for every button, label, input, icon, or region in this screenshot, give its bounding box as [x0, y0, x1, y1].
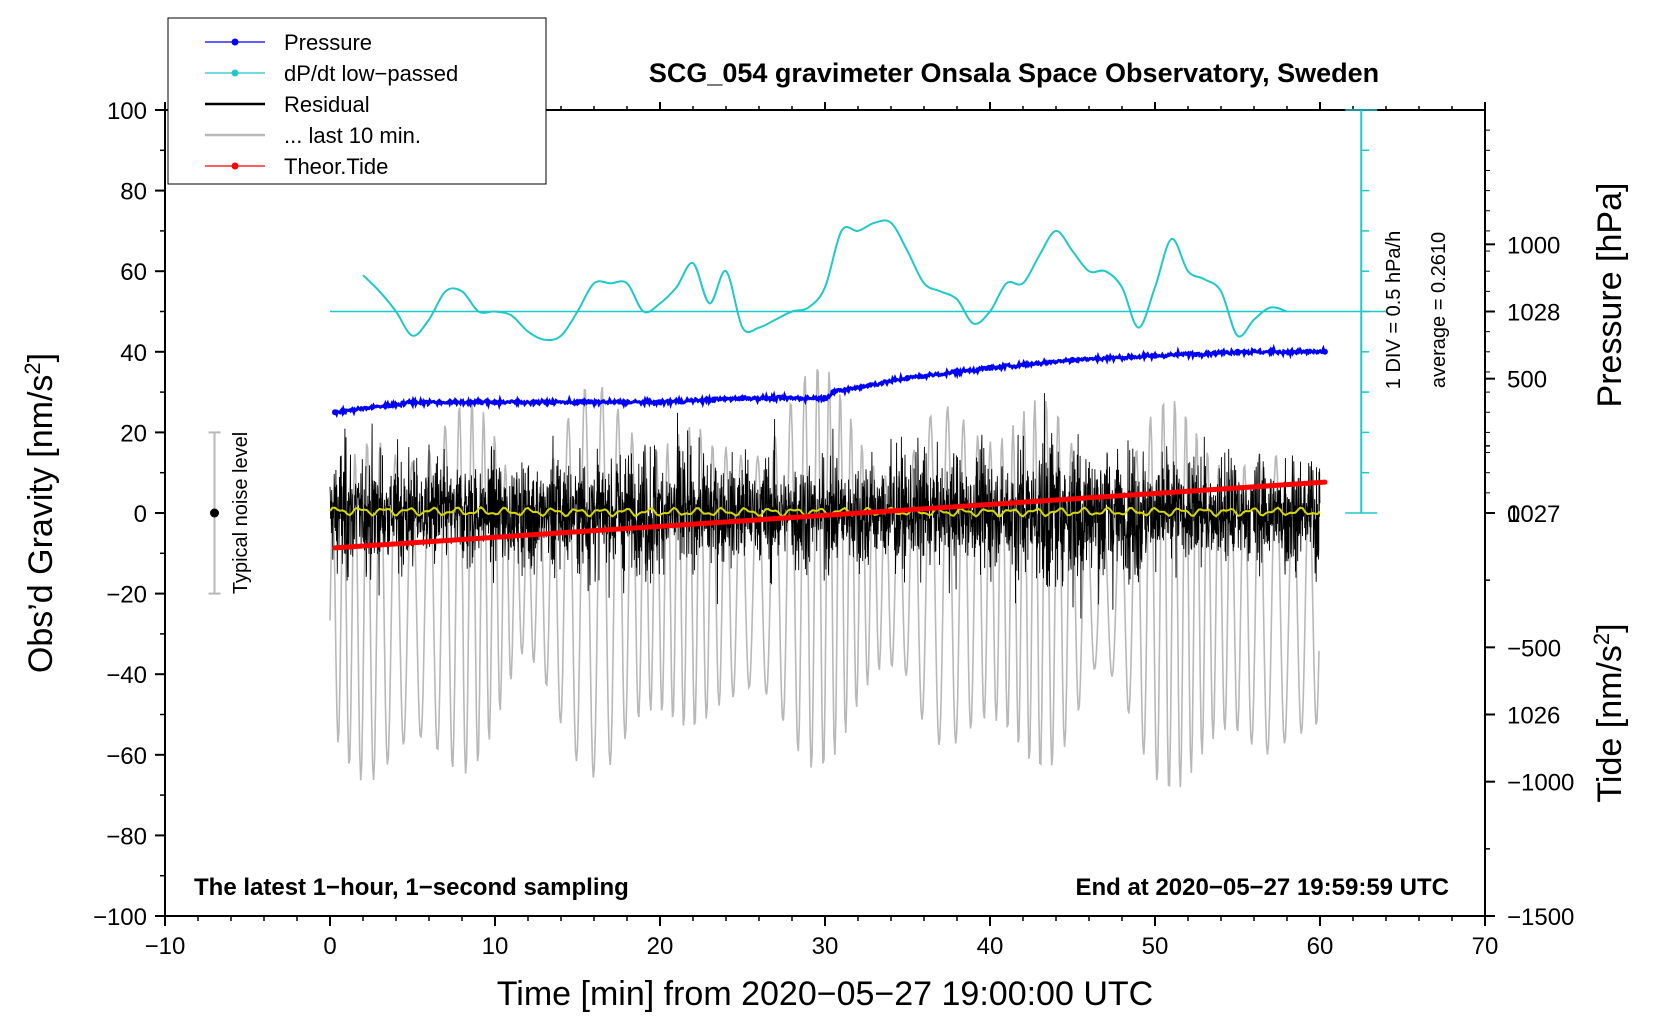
residual-line	[329, 393, 1321, 619]
tide-tick-label: 500	[1507, 367, 1547, 394]
legend-box	[167, 17, 547, 185]
residual-running-mean	[329, 506, 1321, 518]
legend-marker-dpdt	[231, 69, 239, 77]
x-tick-label: 20	[647, 933, 674, 960]
y-tick-label: 20	[120, 420, 147, 447]
y-tick-label: 0	[134, 501, 147, 528]
pressure-tick-label: 1027	[1507, 501, 1560, 528]
noise-indicator	[208, 431, 221, 595]
pressure-point	[332, 409, 338, 416]
annotation-right: End at 2020−05−27 19:59:59 UTC	[1075, 874, 1449, 901]
x-tick-label: −10	[145, 933, 186, 960]
legend-label-pressure: Pressure	[284, 30, 372, 55]
x-tick-label: 10	[482, 933, 509, 960]
x-tick-label: 30	[812, 933, 839, 960]
legend: Pressure dP/dt low−passed Residual ... last…	[167, 17, 547, 185]
residual-series	[329, 393, 1321, 619]
y-tick-label: −20	[106, 582, 147, 609]
pressure-tick-label: 1028	[1507, 300, 1560, 327]
tide-tick-label: 1000	[1507, 232, 1560, 259]
axes: −10 0 10 20 30 40 50 60 70100806040200−20−40−60−…	[93, 98, 1574, 960]
theor-tide-series	[332, 479, 1328, 551]
y-tick-label: −60	[106, 743, 147, 770]
pressure-point	[1234, 348, 1241, 355]
tide-tick-label: −1500	[1507, 904, 1574, 931]
y-tick-label: −100	[93, 904, 147, 931]
pressure-point	[1321, 348, 1328, 355]
pressure-point	[657, 399, 663, 406]
tide-tick-label: −500	[1507, 635, 1561, 662]
x-axis-label: Time [min] from 2020−05−27 19:00:00 UTC	[497, 975, 1153, 1013]
tide-tick-label: −1000	[1507, 770, 1574, 797]
y-tick-label: 80	[120, 179, 147, 206]
last-10-min-line	[329, 369, 1320, 788]
legend-label-residual: Residual	[284, 92, 370, 117]
last-10-min-series	[329, 369, 1320, 788]
x-tick-label: 40	[977, 933, 1004, 960]
noise-label: Typical noise level	[230, 432, 252, 594]
average-label: average = 0.2610	[1428, 232, 1450, 388]
div-label: 1 DIV = 0.5 hPa/h	[1383, 231, 1405, 389]
pressure-point	[822, 395, 828, 402]
pressure-series	[332, 343, 1328, 419]
y-axis-label-pressure: Pressure [hPa]	[1591, 183, 1629, 408]
pressure-point	[987, 364, 993, 371]
pressure-point	[830, 389, 837, 396]
y-tick-label: −80	[106, 823, 147, 850]
x-tick-label: 0	[323, 933, 336, 960]
x-tick-label: 50	[1142, 933, 1169, 960]
y-axis-label-left: Obs’d Gravity [nm/s2]	[20, 353, 61, 673]
y-tick-label: −40	[106, 662, 147, 689]
x-tick-label: 60	[1307, 933, 1334, 960]
dpdt-scale-bar	[1345, 109, 1378, 514]
legend-marker-tide	[231, 162, 239, 170]
legend-label-last10: ... last 10 min.	[284, 123, 421, 148]
running-mean-line	[329, 506, 1321, 518]
legend-marker-pressure	[231, 38, 239, 46]
pressure-point	[739, 395, 746, 402]
pressure-line	[333, 343, 1326, 419]
y-axis-label-tide: Tide [nm/s2]	[1589, 623, 1630, 802]
dpdt-line	[362, 219, 1288, 342]
pressure-point	[492, 399, 498, 406]
legend-label-dpdt: dP/dt low−passed	[284, 61, 458, 86]
tide-tick-label: 0	[1507, 501, 1520, 528]
y-tick-label: 100	[107, 98, 147, 125]
pressure-point	[409, 399, 416, 406]
annotation-left: The latest 1−hour, 1−second sampling	[194, 874, 629, 901]
dpdt-series	[330, 219, 1386, 342]
pressure-point	[574, 399, 581, 406]
y-tick-label: 60	[120, 259, 147, 286]
tide-line	[332, 479, 1328, 551]
legend-label-tide: Theor.Tide	[284, 154, 388, 179]
y-tick-label: 40	[120, 340, 147, 367]
pressure-tick-label: 1026	[1507, 703, 1560, 730]
pressure-point	[1069, 356, 1076, 363]
noise-center-dot	[210, 508, 219, 518]
pressure-point	[1152, 352, 1158, 359]
pressure-point	[904, 375, 911, 381]
chart-title: SCG_054 gravimeter Onsala Space Observat…	[649, 58, 1379, 88]
x-tick-label: 70	[1472, 933, 1499, 960]
